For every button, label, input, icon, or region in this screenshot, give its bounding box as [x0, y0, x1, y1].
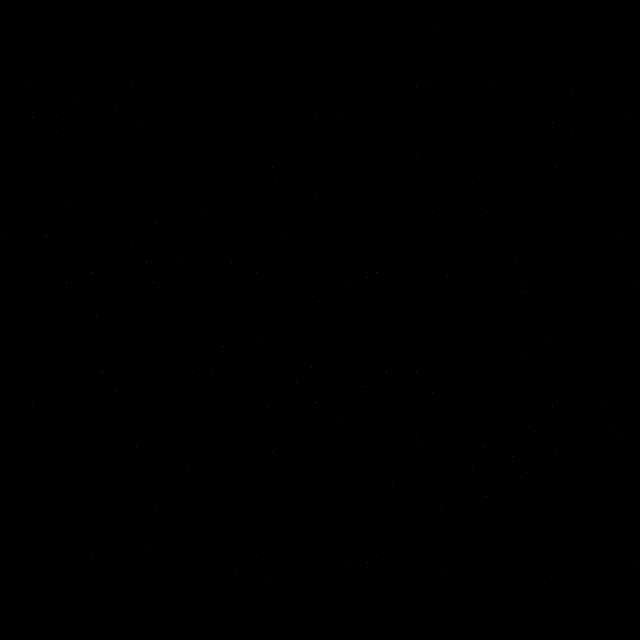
thermal-scene: [0, 0, 640, 640]
thermal-image: [0, 0, 640, 640]
image-border: [0, 0, 640, 640]
sensor-noise: [0, 0, 640, 640]
